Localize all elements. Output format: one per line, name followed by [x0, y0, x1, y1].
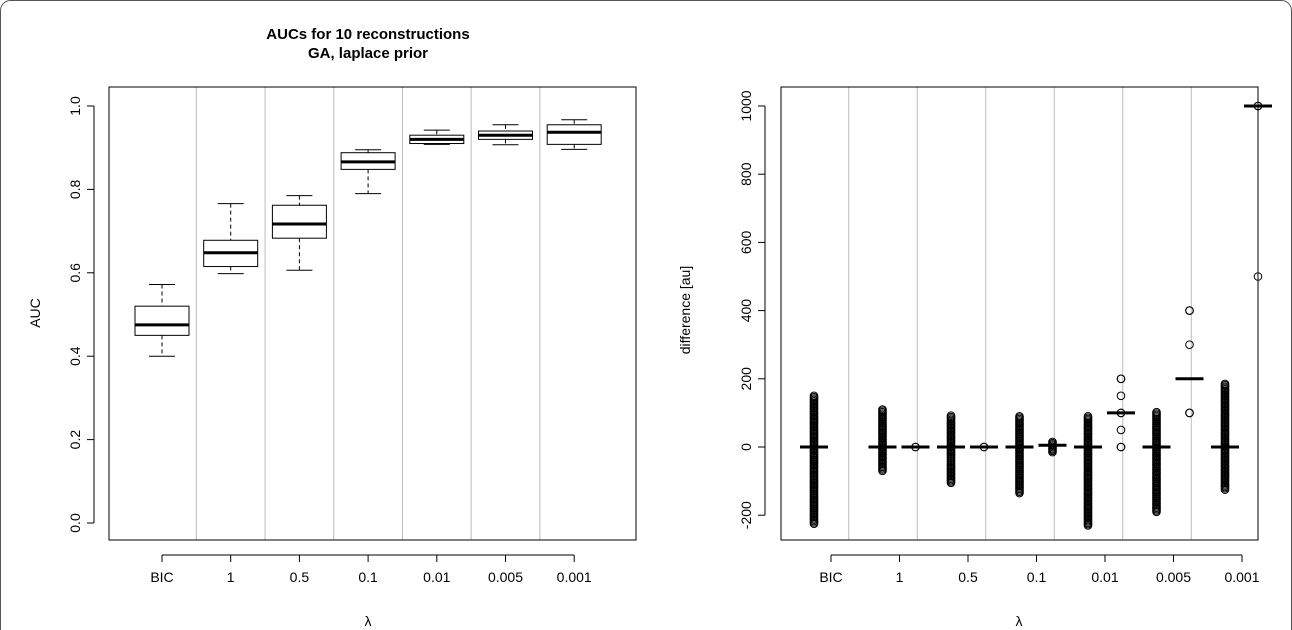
x-tick-label: 0.1: [1027, 569, 1047, 585]
x-tick-label: 0.5: [958, 569, 978, 585]
x-tick-label: 1: [896, 569, 904, 585]
box-1: [203, 203, 259, 275]
box-iqr: [271, 204, 327, 239]
points-BIC-a: [800, 391, 828, 529]
points-1-b: [901, 442, 930, 452]
y-tick-label: 1000: [738, 90, 754, 121]
data-point: [1116, 442, 1126, 452]
points-0.5-b: [970, 442, 998, 452]
x-tick-label: BIC: [819, 569, 842, 585]
x-tick-label: 0.005: [488, 569, 523, 585]
data-point: [1220, 379, 1230, 389]
x-axis-label: λ: [365, 613, 372, 629]
chart-title-line-2: GA, laplace prior: [308, 45, 428, 62]
data-point: [878, 405, 887, 414]
box-BIC: [134, 283, 190, 357]
y-tick-label: 800: [738, 162, 754, 186]
points-0.1-a: [1005, 412, 1034, 498]
box-0.005: [478, 124, 533, 146]
data-point: [1116, 425, 1126, 435]
data-point: [809, 391, 819, 401]
points-0.01-a: [1074, 412, 1102, 530]
y-tick-label: 200: [738, 367, 754, 391]
box-0.1: [340, 149, 396, 195]
data-point: [1152, 407, 1161, 417]
data-point: [946, 411, 956, 420]
data-point: [1185, 306, 1194, 315]
y-tick-label: 0.2: [67, 430, 83, 450]
box-0.5: [271, 195, 327, 271]
points-0.01-b: [1107, 374, 1135, 452]
y-tick-label: 600: [738, 231, 754, 255]
y-tick-label: 400: [738, 299, 754, 323]
y-tick-label: 0.6: [67, 263, 83, 283]
points-0.005-a: [1142, 407, 1171, 517]
x-tick-label: 1: [227, 569, 235, 585]
x-axis-label: λ: [1016, 613, 1023, 629]
x-tick-label: 0.5: [290, 569, 310, 585]
x-tick-label: 0.001: [557, 569, 592, 585]
y-tick-label: 0.0: [67, 513, 83, 533]
box-iqr: [134, 305, 190, 336]
points-1-a: [868, 405, 897, 476]
data-point: [1185, 340, 1194, 350]
data-point: [1015, 412, 1024, 421]
points-0.005-b: [1175, 306, 1204, 418]
points-0.5-a: [937, 411, 965, 488]
box-iqr: [546, 124, 602, 145]
y-tick-label: 0: [738, 443, 754, 451]
auc-boxplot-panel: AUCs for 10 reconstructions GA, laplace …: [27, 26, 637, 629]
plot-frame: [780, 86, 1259, 541]
y-tick-label: -200: [738, 501, 754, 529]
y-tick-label: 0.8: [67, 179, 83, 199]
plot-frame: [108, 86, 637, 541]
points-0.1-b: [1038, 437, 1067, 457]
y-axis-label: AUC: [27, 298, 43, 328]
y-tick-label: 1.0: [67, 96, 83, 116]
data-point: [1185, 408, 1194, 418]
points-0.001-a: [1211, 379, 1239, 494]
data-point: [1083, 412, 1093, 421]
chart-title-line-1: AUCs for 10 reconstructions: [266, 26, 469, 43]
box-0.01: [409, 129, 465, 145]
x-tick-label: 0.001: [1224, 569, 1259, 585]
y-axis-label: difference [au]: [677, 266, 693, 354]
data-point: [1116, 391, 1126, 401]
data-point: [1116, 374, 1126, 384]
x-tick-label: BIC: [150, 569, 173, 585]
x-tick-label: 0.01: [1091, 569, 1118, 585]
y-tick-label: 0.4: [67, 346, 83, 366]
box-0.001: [546, 119, 602, 150]
difference-scatter-panel: -200 0 200 400 600 800 1000 BIC 1 0.5 0.1 0.01 0.00…: [677, 86, 1272, 629]
x-tick-label: 0.005: [1156, 569, 1191, 585]
x-tick-label: 0.01: [423, 569, 450, 585]
x-tick-label: 0.1: [358, 569, 378, 585]
